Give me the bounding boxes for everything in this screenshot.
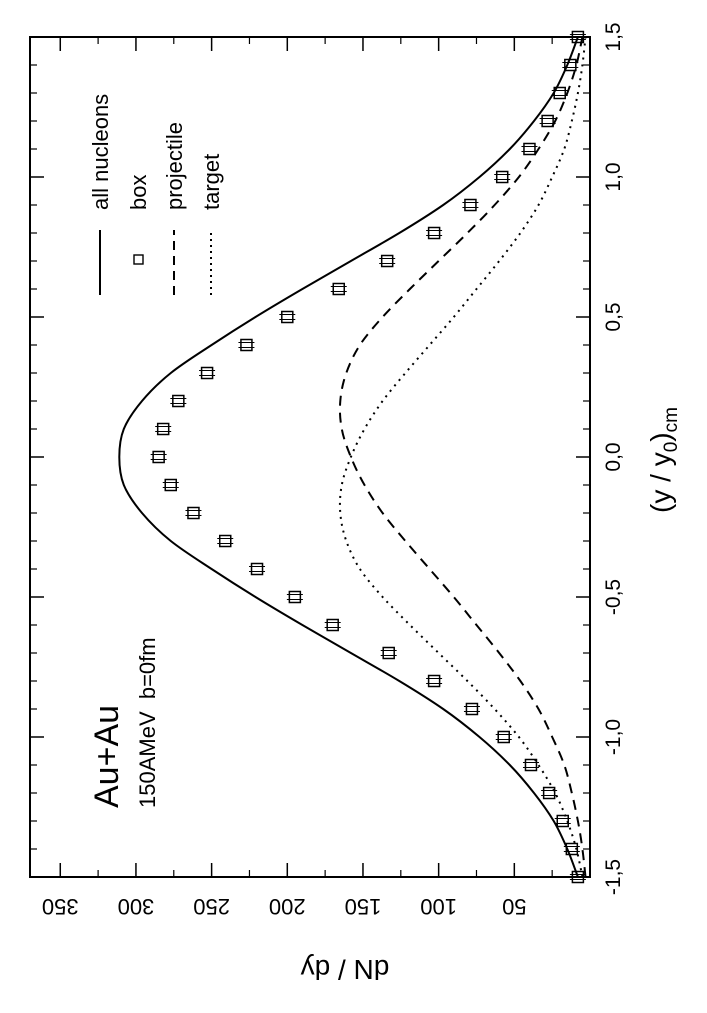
- box-marker-18: [199, 366, 216, 380]
- box-marker-square: [523, 142, 536, 156]
- x-axis-label-main: (y / y: [645, 452, 676, 513]
- box-marker-4: [522, 758, 539, 772]
- box-marker-square: [497, 730, 510, 744]
- conditions-annotation: 150AMeV b=0fm: [135, 637, 160, 808]
- box-marker-3: [541, 786, 558, 800]
- box-marker-square: [288, 590, 302, 604]
- box-marker-square: [380, 254, 394, 268]
- y-tick-label-0: 50: [502, 894, 526, 919]
- y-tick-label-5: 300: [118, 894, 155, 919]
- series-line-all-nucleons: [118, 36, 579, 878]
- box-marker-27: [539, 114, 556, 128]
- x-axis-label: (y / y0)cm: [645, 407, 682, 513]
- box-marker-15: [150, 450, 167, 464]
- box-marker-square: [281, 310, 294, 324]
- box-marker-square: [164, 478, 178, 492]
- plot-frame: [29, 36, 591, 878]
- box-marker-square: [250, 562, 264, 576]
- box-marker-square: [427, 226, 441, 240]
- x-axis-label-sub-cm: cm: [661, 407, 682, 432]
- series-line-target: [338, 36, 587, 878]
- box-marker-square: [152, 450, 165, 464]
- legend-label-target: target: [199, 154, 224, 210]
- box-marker-square: [382, 646, 395, 660]
- box-marker-17: [170, 394, 187, 408]
- box-marker-21: [330, 282, 347, 296]
- box-marker-square: [495, 170, 509, 184]
- box-marker-square: [464, 198, 477, 212]
- box-marker-13: [185, 506, 202, 520]
- box-marker-square: [553, 86, 566, 100]
- x-tick-label-2: -0,5: [602, 579, 625, 615]
- box-marker-19: [238, 338, 255, 352]
- box-marker-20: [279, 310, 296, 324]
- box-marker-square: [156, 422, 170, 436]
- box-marker-square: [240, 338, 253, 352]
- x-tick-label-0: -1,5: [602, 859, 625, 895]
- box-marker-square: [187, 506, 200, 520]
- x-tick-label-4: 0,5: [602, 302, 625, 331]
- box-marker-square: [200, 366, 214, 380]
- box-marker-square: [556, 814, 570, 828]
- x-tick-label-6: 1,5: [602, 22, 625, 51]
- box-marker-square: [172, 394, 185, 408]
- y-tick-label-6: 350: [42, 894, 79, 919]
- box-marker-square: [524, 758, 538, 772]
- x-axis-label-sub-0: 0: [661, 442, 682, 453]
- box-marker-square: [427, 674, 441, 688]
- box-marker-23: [426, 226, 443, 240]
- box-marker-1: [563, 842, 580, 856]
- box-marker-24: [462, 198, 479, 212]
- data-series: [118, 30, 587, 884]
- box-marker-12: [217, 534, 234, 548]
- legend-label-all-nucleons: all nucleons: [88, 94, 113, 210]
- legend-label-projectile: projectile: [162, 122, 187, 210]
- x-tick-label-1: -1,0: [602, 719, 625, 755]
- box-marker-2: [554, 814, 571, 828]
- legend: all nucleons box projectile target: [88, 94, 224, 295]
- box-marker-6: [463, 702, 480, 716]
- box-marker-square: [542, 786, 556, 800]
- system-annotation: Au+Au: [88, 705, 126, 808]
- series-line-projectile: [338, 36, 587, 878]
- box-marker-square: [332, 282, 346, 296]
- box-marker-14: [162, 478, 179, 492]
- box-marker-5: [495, 730, 512, 744]
- box-marker-28: [551, 86, 568, 100]
- box-marker-16: [155, 422, 172, 436]
- box-marker-29: [562, 58, 579, 72]
- y-axis-label: dN / dy: [301, 954, 390, 985]
- box-marker-square: [218, 534, 232, 548]
- box-marker-25: [494, 170, 511, 184]
- box-marker-square: [565, 842, 579, 856]
- y-tick-label-1: 100: [420, 894, 457, 919]
- box-marker-square: [541, 114, 554, 128]
- box-marker-11: [249, 562, 266, 576]
- box-marker-10: [286, 590, 303, 604]
- box-marker-square: [326, 618, 339, 632]
- box-marker-7: [426, 674, 443, 688]
- box-marker-8: [380, 646, 397, 660]
- box-marker-22: [379, 254, 396, 268]
- y-tick-label-3: 200: [269, 894, 306, 919]
- box-marker-26: [521, 142, 538, 156]
- box-marker-square: [564, 58, 577, 72]
- y-tick-label-2: 150: [345, 894, 382, 919]
- x-tick-label-3: 0,0: [602, 442, 625, 471]
- box-marker-9: [324, 618, 341, 632]
- x-axis-label-paren: ): [645, 432, 676, 441]
- legend-label-box: box: [126, 175, 151, 210]
- axis-tick-labels: -1,5 -1,0 -0,5 0,0 0,5 1,0 1,5 50 100 150 200 250 30…: [42, 22, 625, 919]
- axis-ticks: [30, 36, 590, 878]
- y-tick-label-4: 250: [193, 894, 230, 919]
- box-marker-square: [465, 702, 479, 716]
- legend-box-marker: [133, 254, 144, 265]
- x-tick-label-5: 1,0: [602, 162, 625, 191]
